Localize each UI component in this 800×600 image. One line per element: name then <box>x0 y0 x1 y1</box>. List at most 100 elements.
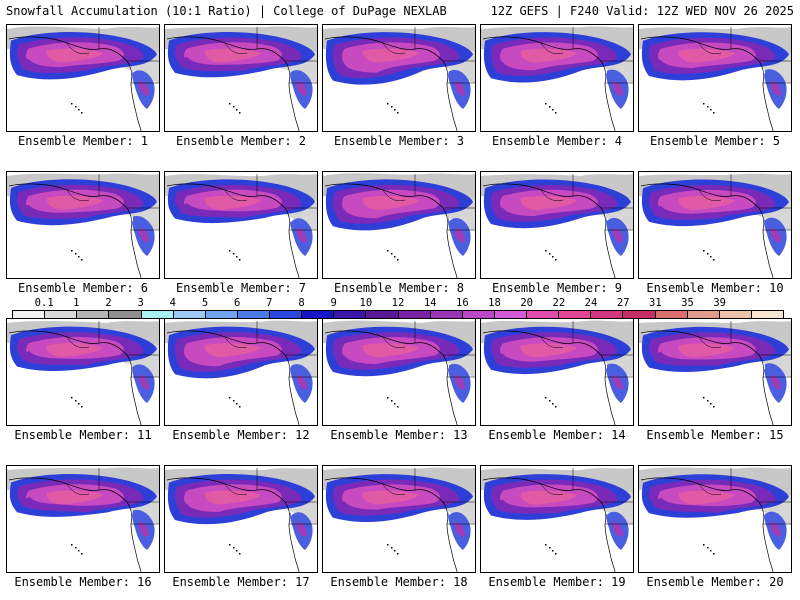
border-lines <box>414 321 475 378</box>
snow-band-core <box>204 195 261 210</box>
hawaii-island <box>703 397 705 399</box>
hawaii-island <box>394 256 396 258</box>
ensemble-member-caption: Ensemble Member: 16 <box>14 575 152 589</box>
hawaii-island <box>387 397 389 399</box>
hawaii-island <box>236 550 238 552</box>
hawaii-island <box>397 406 399 408</box>
border-lines <box>572 468 633 525</box>
ensemble-panel-1[interactable] <box>6 24 160 132</box>
ensemble-member-caption: Ensemble Member: 5 <box>649 134 781 148</box>
hawaii-island <box>229 103 231 105</box>
snowfall-map <box>7 319 159 425</box>
hawaii-island <box>71 544 73 546</box>
colorbar-tick-label: 14 <box>423 297 437 309</box>
colorbar-swatch <box>527 311 560 318</box>
ensemble-panel-9[interactable] <box>480 171 634 279</box>
colorbar-tick-label: 39 <box>713 297 726 309</box>
coastline <box>66 483 90 495</box>
snow-band-core <box>46 195 103 210</box>
colorbar-swatch <box>237 311 270 318</box>
hawaii-island <box>703 544 705 546</box>
ensemble-panel-2[interactable] <box>164 24 318 132</box>
colorbar-swatches <box>12 310 784 319</box>
snow-band-core <box>204 343 261 358</box>
hawaii-island <box>555 259 557 261</box>
ensemble-panel-17[interactable] <box>164 465 318 573</box>
ensemble-member-caption: Ensemble Member: 13 <box>330 428 468 442</box>
rockies-snow-heavy <box>297 522 307 537</box>
colorbar-swatch <box>623 311 656 318</box>
chart-title: Snowfall Accumulation (10:1 Ratio) | Col… <box>6 4 447 18</box>
ensemble-panel-8[interactable] <box>322 171 476 279</box>
rockies-snow-heavy <box>455 375 465 390</box>
rockies-snow-heavy <box>613 228 623 243</box>
colorbar-tick-label: 9 <box>330 297 337 309</box>
coastline <box>698 42 722 54</box>
ensemble-panel-19[interactable] <box>480 465 634 573</box>
hawaii-island <box>81 112 83 114</box>
snowfall-map <box>481 172 633 278</box>
ensemble-member-caption: Ensemble Member: 4 <box>491 134 623 148</box>
snowfall-colorbar: 0.1 1 2 3 4 5 6 7 8 9 10 12 14 16 18 20 22 24 27 31 35 39 <box>12 297 784 319</box>
ensemble-panel-11[interactable] <box>6 318 160 426</box>
hawaii-island <box>397 112 399 114</box>
ensemble-panel-7[interactable] <box>164 171 318 279</box>
hawaii-island <box>552 256 554 258</box>
colorbar-swatch <box>173 311 206 318</box>
hawaii-island <box>81 553 83 555</box>
hawaii-island <box>555 406 557 408</box>
ensemble-panel-18[interactable] <box>322 465 476 573</box>
colorbar-labels: 0.1 1 2 3 4 5 6 7 8 9 10 12 14 16 18 20 22 24 27 31 35 39 <box>12 297 784 309</box>
hawaii-island <box>552 550 554 552</box>
ensemble-member-caption: Ensemble Member: 18 <box>330 575 468 589</box>
snowfall-map <box>481 319 633 425</box>
colorbar-tick-label: 22 <box>552 297 566 309</box>
rockies-snow-heavy <box>297 375 307 390</box>
ensemble-panel-20[interactable] <box>638 465 792 573</box>
coastline <box>382 189 406 201</box>
hawaii-island <box>713 259 715 261</box>
hawaii-island <box>549 400 551 402</box>
border-lines <box>256 468 317 525</box>
border-lines <box>414 468 475 525</box>
ensemble-panel-3[interactable] <box>322 24 476 132</box>
colorbar-swatch <box>687 311 720 318</box>
hawaii-island <box>707 106 709 108</box>
colorbar-tick-label: 10 <box>359 297 373 309</box>
snowfall-map <box>639 319 791 425</box>
rockies-snow-heavy <box>139 81 149 96</box>
colorbar-tick-label: 12 <box>391 297 405 309</box>
coastline <box>540 336 564 348</box>
ensemble-panel-6[interactable] <box>6 171 160 279</box>
coastline <box>382 42 406 54</box>
hawaii-island <box>229 250 231 252</box>
ensemble-panel-16[interactable] <box>6 465 160 573</box>
ensemble-panel-5[interactable] <box>638 24 792 132</box>
coastline <box>382 336 406 348</box>
rockies-snow-heavy <box>771 228 781 243</box>
hawaii-island <box>710 109 712 111</box>
hawaii-island <box>555 553 557 555</box>
hawaii-island <box>394 550 396 552</box>
colorbar-tick-label: 24 <box>584 297 598 309</box>
colorbar-tick-label: 0.1 <box>34 297 54 309</box>
ensemble-panel-14[interactable] <box>480 318 634 426</box>
ensemble-panel-12[interactable] <box>164 318 318 426</box>
ensemble-panel-13[interactable] <box>322 318 476 426</box>
hawaii-island <box>236 256 238 258</box>
snow-band-core <box>520 343 577 358</box>
hawaii-island <box>391 106 393 108</box>
ensemble-panel-15[interactable] <box>638 318 792 426</box>
colorbar-swatch <box>655 311 688 318</box>
snowfall-map <box>165 466 317 572</box>
colorbar-tick-label: 8 <box>298 297 305 309</box>
ensemble-member-caption: Ensemble Member: 2 <box>175 134 307 148</box>
border-lines <box>414 27 475 84</box>
coastline <box>540 189 564 201</box>
ensemble-panel-4[interactable] <box>480 24 634 132</box>
hawaii-island <box>75 106 77 108</box>
ensemble-panel-10[interactable] <box>638 171 792 279</box>
hawaii-island <box>707 253 709 255</box>
border-lines <box>572 321 633 378</box>
hawaii-island <box>549 547 551 549</box>
